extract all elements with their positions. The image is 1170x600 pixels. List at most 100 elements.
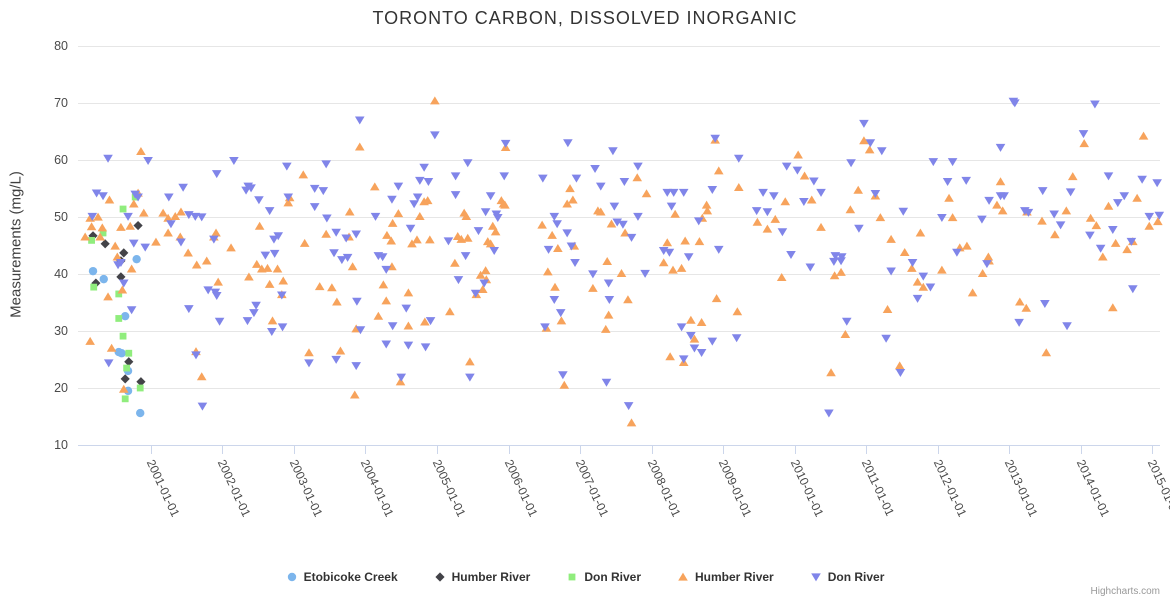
data-point-triangle[interactable] [485, 239, 496, 248]
data-point-triangle-down[interactable] [103, 359, 114, 368]
data-point-triangle[interactable] [136, 147, 146, 156]
data-point-triangle[interactable] [864, 145, 875, 154]
data-point-triangle[interactable] [799, 171, 810, 180]
data-point-triangle-down[interactable] [595, 182, 606, 191]
data-point-triangle[interactable] [565, 184, 575, 193]
data-point-triangle[interactable] [412, 235, 422, 244]
data-point-triangle-down[interactable] [566, 242, 577, 251]
data-point-square[interactable] [115, 290, 123, 298]
data-point-triangle-down[interactable] [282, 162, 292, 171]
data-point-triangle[interactable] [196, 372, 207, 381]
data-point-triangle[interactable] [462, 233, 473, 242]
data-point-triangle-down[interactable] [947, 158, 958, 167]
data-point-triangle[interactable] [1097, 252, 1108, 261]
data-point-triangle[interactable] [373, 311, 384, 320]
data-point-triangle-down[interactable] [473, 227, 484, 236]
data-point-triangle-down[interactable] [1085, 231, 1095, 240]
data-point-triangle[interactable] [128, 199, 139, 208]
data-point-triangle-down[interactable] [841, 317, 852, 326]
data-point-triangle[interactable] [752, 217, 763, 226]
data-point-triangle[interactable] [138, 208, 149, 217]
data-point-triangle-down[interactable] [465, 373, 475, 382]
data-point-triangle-down[interactable] [264, 207, 275, 216]
data-point-triangle[interactable] [840, 330, 851, 339]
data-point-triangle-down[interactable] [453, 276, 464, 285]
data-point-triangle-down[interactable] [419, 163, 429, 172]
data-point-triangle-down[interactable] [401, 304, 412, 313]
data-point-triangle-down[interactable] [733, 154, 744, 163]
data-point-triangle-down[interactable] [707, 186, 718, 195]
data-point-triangle[interactable] [1091, 221, 1102, 230]
data-point-circle[interactable] [132, 254, 141, 264]
data-point-triangle[interactable] [445, 307, 455, 316]
data-point-triangle-down[interactable] [618, 220, 628, 229]
data-point-triangle[interactable] [191, 260, 202, 269]
data-point-triangle[interactable] [626, 418, 637, 427]
data-point-triangle[interactable] [543, 267, 553, 276]
data-point-triangle-down[interactable] [1154, 211, 1165, 220]
data-point-triangle[interactable] [859, 136, 869, 145]
data-point-triangle[interactable] [1110, 238, 1121, 247]
data-point-triangle-down[interactable] [555, 309, 566, 318]
data-point-triangle-down[interactable] [351, 362, 361, 371]
data-point-diamond[interactable] [136, 377, 146, 387]
data-point-triangle-down[interactable] [425, 317, 436, 326]
data-point-triangle-down[interactable] [799, 198, 809, 207]
data-point-triangle-down[interactable] [396, 373, 407, 382]
data-point-triangle[interactable] [1037, 216, 1047, 225]
data-point-triangle[interactable] [912, 277, 923, 286]
data-point-triangle[interactable] [1050, 230, 1060, 239]
data-point-triangle-down[interactable] [676, 323, 687, 332]
data-point-triangle[interactable] [393, 209, 404, 218]
data-point-triangle[interactable] [116, 222, 126, 231]
data-point-triangle[interactable] [665, 352, 675, 361]
data-point-triangle[interactable] [344, 207, 355, 216]
data-point-triangle[interactable] [407, 239, 417, 248]
data-point-triangle-down[interactable] [267, 327, 277, 336]
data-point-triangle[interactable] [606, 219, 617, 228]
data-point-triangle[interactable] [641, 189, 652, 198]
data-point-triangle[interactable] [465, 357, 475, 366]
data-point-triangle-down[interactable] [329, 249, 339, 258]
data-point-triangle-down[interactable] [678, 188, 689, 197]
data-point-triangle[interactable] [283, 198, 294, 207]
data-point-triangle[interactable] [1085, 213, 1096, 222]
data-point-triangle-down[interactable] [854, 224, 864, 233]
data-point-triangle[interactable] [267, 316, 278, 325]
data-point-triangle[interactable] [349, 390, 360, 399]
data-point-triangle[interactable] [450, 258, 460, 267]
data-point-triangle[interactable] [559, 380, 570, 389]
data-point-triangle-down[interactable] [898, 207, 909, 216]
data-point-triangle[interactable] [686, 315, 696, 324]
data-point-triangle-down[interactable] [633, 162, 643, 171]
data-point-triangle[interactable] [662, 238, 673, 247]
data-point-triangle[interactable] [829, 271, 840, 280]
data-point-triangle[interactable] [806, 195, 817, 204]
data-point-triangle[interactable] [899, 247, 910, 256]
data-point-triangle[interactable] [937, 265, 947, 274]
data-point-triangle-down[interactable] [558, 371, 568, 380]
data-point-triangle[interactable] [395, 377, 406, 386]
data-point-square[interactable] [115, 315, 123, 322]
data-point-triangle-down[interactable] [196, 213, 207, 222]
legend-item-etobicoke-creek[interactable]: Etobicoke Creek [286, 570, 398, 584]
data-point-triangle[interactable] [314, 282, 325, 291]
data-point-triangle[interactable] [776, 273, 787, 282]
data-point-triangle-down[interactable] [209, 235, 219, 244]
data-point-triangle-down[interactable] [98, 192, 108, 201]
data-point-triangle[interactable] [211, 228, 221, 237]
data-point-triangle[interactable] [163, 228, 173, 237]
data-point-triangle[interactable] [875, 213, 886, 222]
data-point-triangle-down[interactable] [662, 188, 673, 197]
data-point-triangle-down[interactable] [492, 213, 503, 222]
data-point-triangle-down[interactable] [549, 296, 560, 305]
data-point-triangle[interactable] [550, 282, 560, 291]
data-point-triangle[interactable] [670, 209, 680, 218]
data-point-triangle-down[interactable] [865, 139, 876, 148]
data-point-triangle-down[interactable] [1040, 300, 1050, 309]
data-point-triangle-down[interactable] [612, 218, 623, 227]
data-point-triangle[interactable] [556, 316, 567, 325]
data-point-triangle-down[interactable] [176, 238, 186, 247]
data-point-triangle-down[interactable] [387, 195, 397, 204]
legend-item-humber-river[interactable]: Humber River [677, 570, 774, 584]
